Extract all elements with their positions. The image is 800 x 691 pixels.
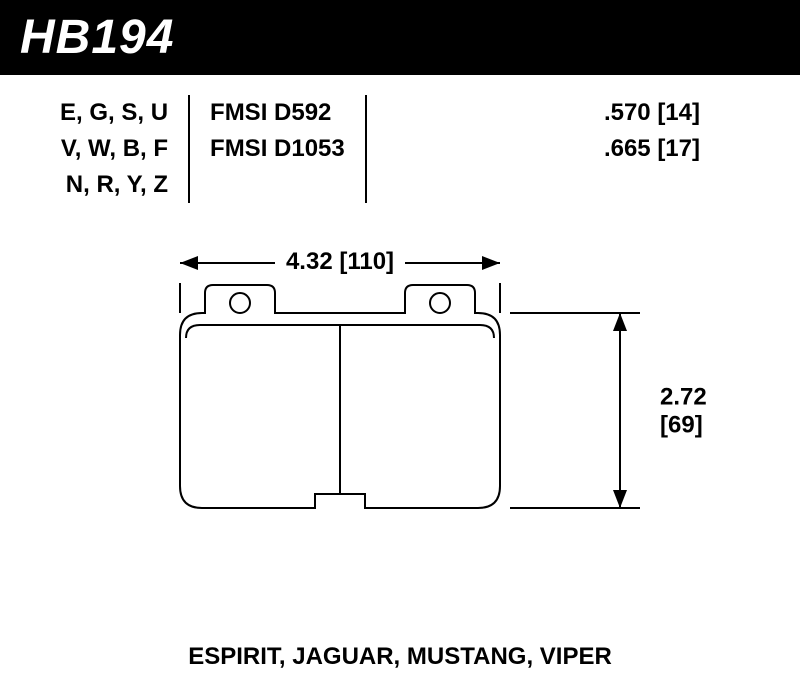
fmsi-line: FMSI D1053 — [210, 131, 345, 167]
dim-height-label-1: 2.72 — [660, 384, 707, 411]
compound-codes-col: E, G, S, U V, W, B, F N, R, Y, Z — [40, 95, 190, 203]
brake-pad-diagram: 4.32 [110] 2.72[69] — [0, 213, 800, 633]
arrowhead — [180, 256, 198, 270]
thickness-col: .570 [14] .665 [17] — [367, 95, 760, 203]
fmsi-col: FMSI D592 FMSI D1053 — [190, 95, 367, 203]
compound-line: N, R, Y, Z — [60, 167, 168, 203]
diagram-area: 4.32 [110] 2.72[69] — [0, 213, 800, 633]
arrowhead — [482, 256, 500, 270]
thickness-line: .570 [14] — [387, 95, 700, 131]
arrowhead — [613, 313, 627, 331]
dim-height-label-2: [69] — [660, 412, 703, 439]
header-bar: HB194 — [0, 0, 800, 75]
thickness-line: .665 [17] — [387, 131, 700, 167]
compound-line: E, G, S, U — [60, 95, 168, 131]
pad-hole-right — [430, 293, 450, 313]
info-block: E, G, S, U V, W, B, F N, R, Y, Z FMSI D5… — [0, 75, 800, 213]
dim-width-label: 4.32 [110] — [286, 248, 394, 275]
part-number: HB194 — [20, 11, 174, 64]
pad-hole-left — [230, 293, 250, 313]
applications-footer: ESPIRIT, JAGUAR, MUSTANG, VIPER — [0, 633, 800, 671]
applications-text: ESPIRIT, JAGUAR, MUSTANG, VIPER — [188, 643, 612, 670]
fmsi-line: FMSI D592 — [210, 95, 345, 131]
compound-line: V, W, B, F — [60, 131, 168, 167]
arrowhead — [613, 490, 627, 508]
